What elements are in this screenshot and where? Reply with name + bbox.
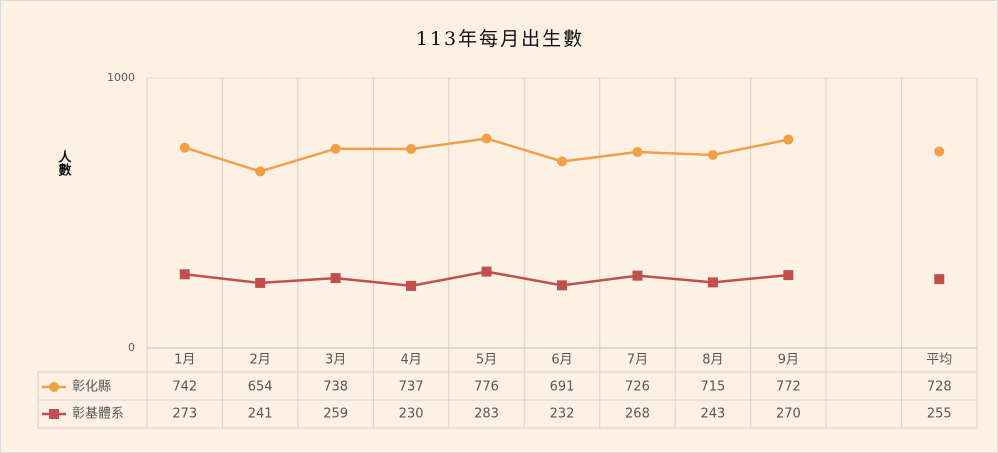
- y-tick-label: 1000: [107, 71, 135, 84]
- marker: [179, 142, 190, 153]
- table-value: 691: [550, 380, 575, 395]
- marker: [49, 382, 59, 392]
- table-value: 728: [927, 380, 952, 395]
- legend-label: 彰基體系: [72, 406, 124, 422]
- table-value: 268: [625, 407, 650, 422]
- marker: [632, 146, 643, 157]
- legend-label: 彰化縣: [72, 379, 111, 395]
- marker: [707, 277, 718, 288]
- table-value: 230: [399, 407, 424, 422]
- marker: [783, 270, 794, 281]
- table-value: 255: [927, 407, 952, 422]
- table-value: 273: [172, 407, 197, 422]
- x-tick-label: 8月: [702, 353, 723, 368]
- marker: [557, 156, 567, 167]
- table-value: 776: [474, 380, 499, 395]
- marker: [406, 144, 417, 155]
- table-value: 742: [172, 380, 197, 395]
- table-value: 737: [399, 380, 424, 395]
- marker: [406, 280, 417, 291]
- table-value: 243: [700, 407, 725, 422]
- table-value: 232: [550, 407, 575, 422]
- marker: [707, 149, 718, 160]
- table-value: 654: [248, 380, 273, 395]
- x-tick-label: 6月: [551, 353, 572, 368]
- table-value: 259: [323, 407, 348, 422]
- marker: [49, 409, 59, 419]
- x-tick-label: 9月: [778, 353, 799, 368]
- x-tick-label: 1月: [174, 353, 195, 368]
- table-value: 772: [776, 380, 801, 395]
- x-tick-label: 4月: [400, 353, 421, 368]
- marker: [632, 270, 643, 281]
- x-tick-label: 2月: [250, 353, 271, 368]
- chart-title: 113年每月出生數: [416, 28, 584, 50]
- y-axis-label: 人數: [56, 149, 72, 177]
- marker: [255, 166, 266, 177]
- table-value: 283: [474, 407, 499, 422]
- marker: [481, 133, 492, 144]
- marker: [330, 273, 341, 284]
- x-tick-label: 7月: [627, 353, 648, 368]
- table-value: 241: [248, 407, 273, 422]
- marker: [557, 280, 567, 291]
- table-value: 738: [323, 380, 348, 395]
- table-value: 715: [700, 380, 725, 395]
- y-tick-label: 0: [128, 341, 135, 354]
- table-value: 726: [625, 380, 650, 395]
- marker: [179, 269, 190, 280]
- marker: [934, 274, 945, 285]
- x-tick-label: 平均: [926, 353, 952, 368]
- marker: [783, 134, 794, 145]
- x-tick-label: 5月: [476, 353, 497, 368]
- marker: [330, 143, 341, 154]
- marker: [934, 146, 945, 157]
- table-value: 270: [776, 407, 801, 422]
- x-tick-label: 3月: [325, 353, 346, 368]
- marker: [481, 266, 492, 277]
- marker: [255, 277, 266, 288]
